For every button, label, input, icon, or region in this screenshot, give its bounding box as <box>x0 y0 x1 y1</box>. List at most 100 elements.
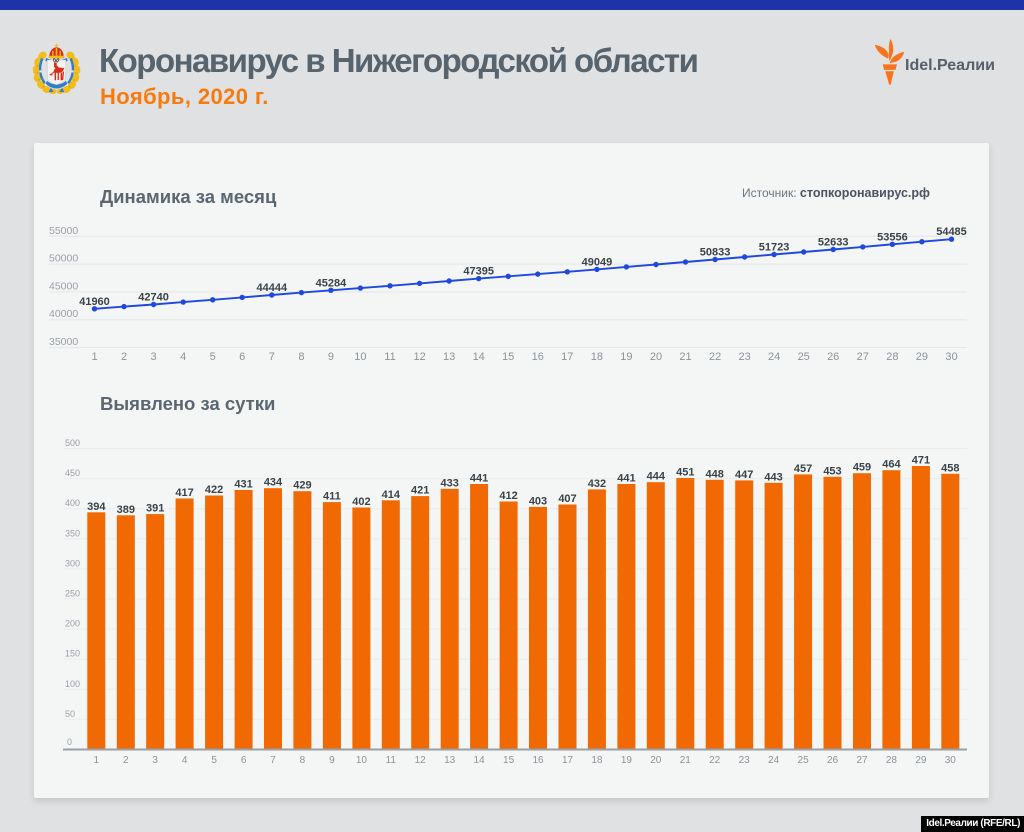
svg-text:6: 6 <box>241 755 247 766</box>
svg-text:23: 23 <box>739 755 751 766</box>
svg-text:55000: 55000 <box>49 225 78 237</box>
svg-text:429: 429 <box>293 480 311 492</box>
svg-text:3: 3 <box>152 755 158 766</box>
svg-text:391: 391 <box>146 503 164 515</box>
svg-text:8: 8 <box>298 351 304 363</box>
svg-text:7: 7 <box>269 351 275 363</box>
svg-text:12: 12 <box>415 755 427 766</box>
svg-text:400: 400 <box>65 498 80 508</box>
svg-text:414: 414 <box>382 489 401 501</box>
svg-text:443: 443 <box>764 471 782 483</box>
svg-text:47395: 47395 <box>463 266 494 278</box>
svg-text:16: 16 <box>532 351 544 363</box>
svg-text:25: 25 <box>798 755 810 766</box>
svg-text:13: 13 <box>444 755 456 766</box>
svg-text:22: 22 <box>709 351 721 363</box>
svg-text:44444: 44444 <box>257 282 288 294</box>
svg-text:16: 16 <box>532 755 544 766</box>
svg-text:26: 26 <box>827 351 839 363</box>
svg-text:50: 50 <box>65 709 75 719</box>
svg-text:24: 24 <box>768 755 780 766</box>
svg-text:407: 407 <box>558 493 576 505</box>
svg-text:9: 9 <box>329 755 335 766</box>
svg-text:434: 434 <box>264 477 283 489</box>
svg-text:35000: 35000 <box>49 336 78 348</box>
svg-text:411: 411 <box>323 491 341 503</box>
svg-text:417: 417 <box>175 487 193 499</box>
svg-text:14: 14 <box>474 755 486 766</box>
svg-text:45284: 45284 <box>316 277 347 289</box>
svg-text:26: 26 <box>827 755 839 766</box>
svg-text:49049: 49049 <box>582 256 613 268</box>
svg-text:458: 458 <box>941 462 959 474</box>
svg-text:444: 444 <box>647 471 666 483</box>
svg-text:21: 21 <box>679 351 691 363</box>
svg-text:1: 1 <box>94 755 100 766</box>
svg-text:389: 389 <box>117 504 135 516</box>
svg-text:464: 464 <box>882 459 901 471</box>
svg-text:18: 18 <box>591 351 603 363</box>
svg-text:18: 18 <box>591 755 603 766</box>
svg-text:431: 431 <box>234 479 252 491</box>
svg-text:4: 4 <box>182 755 188 766</box>
svg-text:21: 21 <box>680 755 692 766</box>
svg-text:422: 422 <box>205 484 223 496</box>
svg-text:27: 27 <box>857 351 869 363</box>
svg-text:448: 448 <box>706 468 724 480</box>
svg-text:441: 441 <box>470 473 488 485</box>
svg-text:42740: 42740 <box>138 292 169 304</box>
svg-text:29: 29 <box>915 755 927 766</box>
svg-text:17: 17 <box>561 351 573 363</box>
svg-text:9: 9 <box>328 351 334 363</box>
svg-text:14: 14 <box>473 351 485 363</box>
svg-text:51723: 51723 <box>759 242 790 254</box>
svg-text:53556: 53556 <box>877 231 908 243</box>
svg-text:30: 30 <box>945 755 957 766</box>
svg-text:403: 403 <box>529 495 547 507</box>
svg-text:350: 350 <box>65 528 80 538</box>
svg-text:7: 7 <box>270 755 276 766</box>
svg-text:402: 402 <box>352 496 370 508</box>
svg-text:453: 453 <box>823 465 841 477</box>
svg-text:5: 5 <box>210 351 216 363</box>
svg-text:11: 11 <box>384 351 395 363</box>
svg-text:25: 25 <box>798 351 810 363</box>
svg-text:28: 28 <box>886 755 898 766</box>
svg-text:471: 471 <box>912 455 930 467</box>
svg-text:300: 300 <box>65 558 80 568</box>
svg-text:52633: 52633 <box>818 237 849 249</box>
svg-text:421: 421 <box>411 485 429 497</box>
svg-text:30: 30 <box>945 351 957 363</box>
svg-text:1: 1 <box>91 351 97 363</box>
svg-text:40000: 40000 <box>49 308 78 320</box>
svg-text:100: 100 <box>65 679 80 689</box>
svg-text:432: 432 <box>588 478 606 490</box>
svg-text:0: 0 <box>67 737 72 747</box>
svg-text:250: 250 <box>65 589 80 599</box>
svg-text:12: 12 <box>413 351 425 363</box>
svg-text:11: 11 <box>386 755 397 766</box>
svg-text:10: 10 <box>356 755 368 766</box>
svg-text:2: 2 <box>123 755 129 766</box>
svg-text:54485: 54485 <box>936 226 967 238</box>
svg-text:20: 20 <box>650 755 662 766</box>
svg-text:200: 200 <box>65 619 80 629</box>
svg-text:8: 8 <box>300 755 306 766</box>
svg-text:457: 457 <box>794 463 812 475</box>
svg-text:17: 17 <box>562 755 574 766</box>
svg-text:45000: 45000 <box>49 280 78 292</box>
svg-text:27: 27 <box>856 755 868 766</box>
svg-text:19: 19 <box>621 755 633 766</box>
svg-text:15: 15 <box>502 351 514 363</box>
svg-text:500: 500 <box>65 438 80 448</box>
svg-text:50833: 50833 <box>700 247 731 259</box>
svg-text:24: 24 <box>768 351 780 363</box>
svg-text:19: 19 <box>620 351 632 363</box>
svg-text:23: 23 <box>738 351 750 363</box>
svg-text:447: 447 <box>735 469 753 481</box>
svg-text:2: 2 <box>121 351 127 363</box>
svg-text:10: 10 <box>354 351 366 363</box>
svg-text:441: 441 <box>617 473 635 485</box>
svg-text:4: 4 <box>180 351 186 363</box>
svg-text:450: 450 <box>65 468 80 478</box>
